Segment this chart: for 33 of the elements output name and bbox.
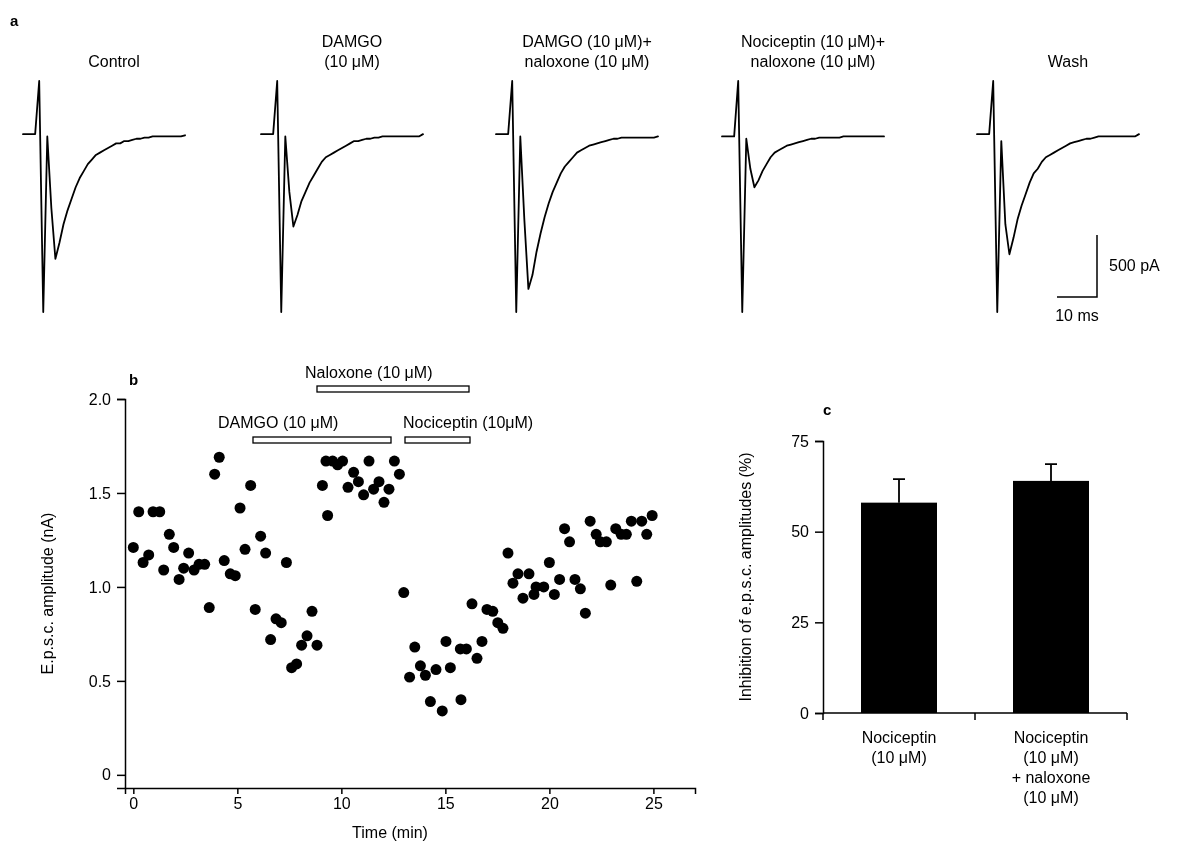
y-tick-label: 25 bbox=[791, 613, 810, 631]
chart-title: Control bbox=[88, 53, 140, 70]
chart-title: Wash bbox=[1047, 53, 1089, 70]
x-tick-label: 10 bbox=[332, 795, 351, 813]
x-tick-label: 20 bbox=[540, 795, 559, 813]
x-axis-title: Time (min) bbox=[352, 824, 428, 841]
y-tick-label: 50 bbox=[791, 523, 810, 541]
y-tick-label: 75 bbox=[791, 432, 810, 450]
chart-title: DAMGO (10 μM) bbox=[321, 33, 383, 70]
y-tick-label: 2.0 bbox=[88, 390, 112, 408]
y-tick-label: 1.0 bbox=[88, 578, 112, 596]
y-tick-label: 0 bbox=[102, 766, 112, 784]
annotation: Nociceptin (10μM) bbox=[403, 414, 534, 431]
x-tick-label: 25 bbox=[645, 795, 663, 813]
annotation: 10 ms bbox=[1055, 307, 1099, 324]
x-tick-label: 15 bbox=[436, 795, 455, 813]
text: Naloxone (10 μM) bbox=[305, 364, 433, 381]
x-tick-label: 0 bbox=[129, 795, 139, 813]
y-tick-label: 1.5 bbox=[88, 484, 112, 502]
x-tick-label: Nociceptin (10 μM) bbox=[861, 729, 937, 766]
chart-title: DAMGO (10 μM)+ naloxone (10 μM) bbox=[522, 33, 652, 70]
y-tick-label: 0 bbox=[800, 704, 810, 722]
text: c bbox=[823, 401, 832, 418]
annotation: DAMGO (10 μM) bbox=[218, 414, 339, 431]
y-tick-label: 0.5 bbox=[88, 672, 112, 690]
text: a bbox=[10, 12, 19, 29]
text: b bbox=[129, 371, 139, 388]
x-tick-label: 5 bbox=[233, 795, 243, 813]
y-axis-title: E.p.s.c. amplitude (nA) bbox=[39, 512, 56, 675]
annotation: 500 pA bbox=[1109, 257, 1161, 274]
x-tick-label: Nociceptin (10 μM) + naloxone (10 μM) bbox=[1011, 729, 1091, 806]
y-axis-title: Inhibition of e.p.s.c. amplitudes (%) bbox=[737, 452, 754, 702]
chart-title: Nociceptin (10 μM)+ naloxone (10 μM) bbox=[741, 33, 885, 70]
